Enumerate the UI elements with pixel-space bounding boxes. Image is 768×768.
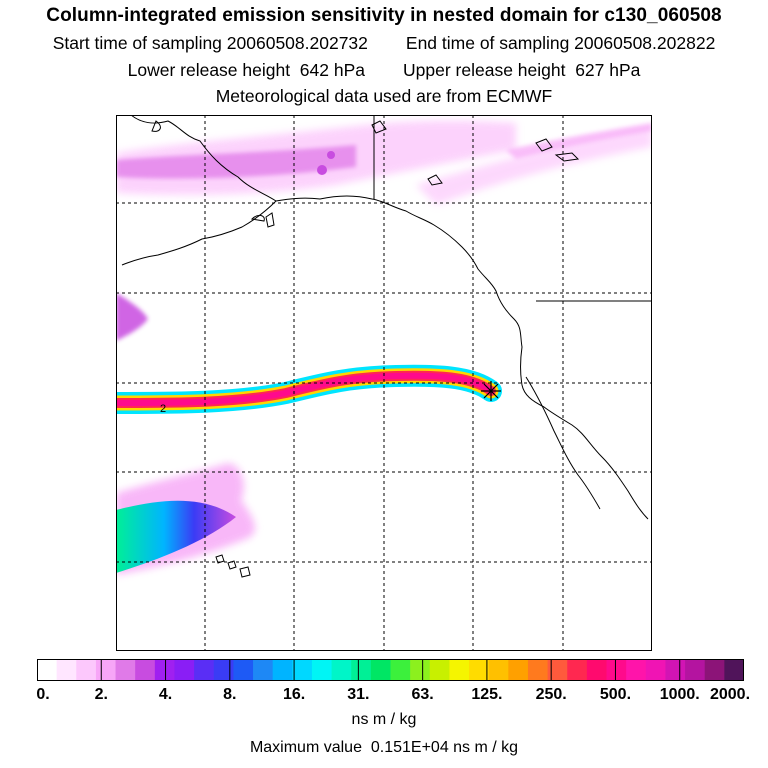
colorbar-swatch (685, 659, 706, 681)
colorbar-swatch (449, 659, 470, 681)
colorbar-tick-label: 500. (599, 686, 632, 703)
maximum-value: Maximum value 0.151E+04 ns m / kg (249, 739, 519, 756)
colorbar-tick-label: 2. (94, 686, 108, 703)
colorbar-swatch (508, 659, 529, 681)
colorbar-tick-label: 0. (36, 686, 50, 703)
colorbar-swatch (626, 659, 647, 681)
colorbar-swatch (233, 659, 254, 681)
southwest-sensitivity-blob (116, 463, 256, 575)
west-purple-patch (116, 293, 148, 341)
colorbar-swatch (370, 659, 391, 681)
colorbar-swatch (488, 659, 509, 681)
colorbar-tick-label: 16. (282, 686, 306, 703)
colorbar-swatch (567, 659, 588, 681)
colorbar-swatch (174, 659, 195, 681)
colorbar-swatch (724, 659, 744, 681)
colorbar-swatch (76, 659, 97, 681)
colorbar-swatch (331, 659, 352, 681)
colorbar-swatch (665, 659, 686, 681)
colorbar-tick-label: 4. (158, 686, 173, 703)
colorbar-swatch (586, 659, 608, 681)
colorbar-swatch (95, 659, 117, 681)
northern-sensitivity-band (116, 120, 652, 205)
colorbar-swatch (645, 659, 666, 681)
colorbar-swatch (272, 659, 293, 681)
colorbar-unit: ns m / kg (351, 711, 417, 728)
main-plume (116, 364, 502, 414)
colorbar-swatch (527, 659, 549, 681)
colorbar-swatch (410, 659, 431, 681)
plot-title: Column-integrated emission sensitivity i… (46, 5, 722, 26)
colorbar-tick-label: 31. (347, 686, 370, 703)
map-frame (116, 115, 652, 651)
colorbar-swatch (135, 659, 156, 681)
release-point-star (481, 381, 501, 401)
political-borders (373, 115, 652, 302)
colorbar-swatch (606, 659, 627, 681)
met-data-label: Meteorological data used are from ECMWF (215, 86, 553, 106)
colorbar-swatch (469, 659, 490, 681)
colorbar-swatch (311, 659, 333, 681)
colorbar-swatch (154, 659, 175, 681)
islands (215, 554, 251, 578)
colorbar-swatch (194, 659, 215, 681)
coastlines (121, 115, 649, 520)
start-time-label: Start time of sampling 20060508.202732 (52, 33, 368, 53)
sensitivity-map: 2 (116, 115, 652, 651)
colorbar-swatch (351, 659, 372, 681)
release-heights: Lower release height 642 hPa Upper releas… (0, 60, 768, 81)
colorbar-tick-label: 8. (223, 686, 237, 703)
end-time-label: End time of sampling 20060508.202822 (405, 33, 716, 53)
colorbar-swatch (292, 659, 313, 681)
colorbar-swatch (213, 659, 234, 681)
lat-lon-grid (116, 115, 652, 651)
colorbar-swatch (56, 659, 77, 681)
colorbar-tick-label: 250. (535, 686, 567, 703)
colorbar (37, 659, 744, 681)
colorbar-frame (37, 659, 744, 681)
colorbar-swatch (115, 659, 136, 681)
colorbar-tick-label: 2000. (709, 686, 751, 703)
colorbar-swatch (429, 659, 450, 681)
colorbar-swatch (547, 659, 568, 681)
colorbar-swatch (704, 659, 725, 681)
upper-release-label: Upper release height 627 hPa (403, 60, 641, 80)
colorbar-swatch (253, 659, 274, 681)
colorbar-swatch (37, 659, 58, 681)
sampling-times: Start time of sampling 20060508.202732 En… (0, 33, 768, 54)
colorbar-tick-label: 1000. (659, 686, 700, 703)
plume-label: 2 (160, 403, 166, 415)
colorbar-tick-label: 63. (411, 686, 434, 703)
lower-release-label: Lower release height 642 hPa (127, 60, 365, 80)
colorbar-tick-label: 125. (471, 686, 503, 703)
colorbar-swatch (390, 659, 411, 681)
